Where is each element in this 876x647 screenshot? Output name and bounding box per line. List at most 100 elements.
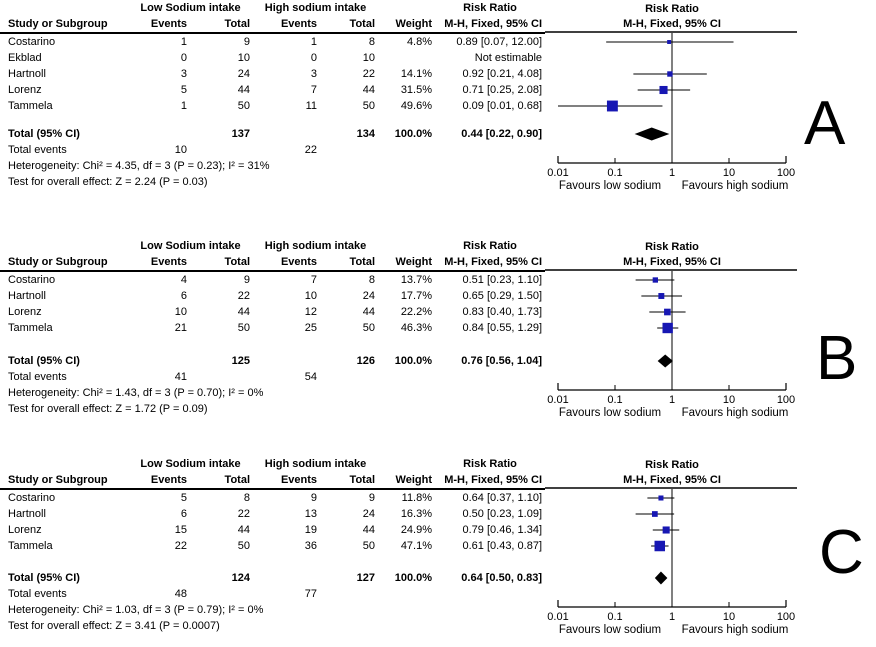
plot-subtitle: M-H, Fixed, 95% CI [623, 256, 721, 268]
overall-effect-row: Test for overall effect: Z = 1.72 (P = 0… [0, 401, 545, 417]
axis-tick-label: 100 [777, 611, 795, 623]
weight-cell: 4.8% [406, 36, 433, 48]
total-events-row: Total events 41 54 [0, 369, 545, 385]
total-high-cell: 44 [362, 306, 376, 318]
plot-title: Risk Ratio [645, 459, 699, 471]
axis-tick-label: 1 [669, 611, 675, 623]
favours-left-label: Favours low sodium [559, 624, 661, 636]
blank-cell [378, 142, 435, 158]
overall-effect-text: Test for overall effect: Z = 1.72 (P = 0… [8, 403, 208, 415]
events-low-cell: 5 [180, 492, 187, 504]
header-events-low: Events [128, 254, 190, 272]
header-group-high: High sodium intake [264, 2, 367, 14]
total-low-cell: 124 [231, 572, 251, 584]
spacer-row [0, 114, 545, 126]
events-high-cell: 13 [304, 508, 318, 520]
risk-ratio-cell: 0.64 [0.37, 1.10] [462, 492, 543, 504]
total-low-cell: 10 [237, 52, 251, 64]
total-row: Total (95% CI) 124 127 100.0% 0.64 [0.50… [0, 570, 545, 586]
total-high-cell: 127 [356, 572, 376, 584]
heterogeneity-row: Heterogeneity: Chi² = 4.35, df = 3 (P = … [0, 158, 545, 174]
header-blank [0, 456, 128, 472]
study-rows: Costarino 4 9 7 8 13.7% 0.51 [0.23, 1.10] Hartn… [0, 271, 545, 336]
total-high-cell: 50 [362, 322, 376, 334]
blank-cell [128, 126, 190, 142]
axis-tick-label: 0.01 [547, 394, 568, 406]
header-blank [378, 238, 435, 254]
effect-marker [658, 495, 664, 501]
effect-marker [662, 526, 670, 534]
axis-tick-label: 0.1 [607, 394, 622, 406]
events-low-cell: 0 [180, 52, 187, 64]
header-weight: Weight [378, 254, 436, 272]
total-events-label-cell: Total events [8, 588, 67, 600]
blank-cell [190, 369, 253, 385]
spacer-row [0, 554, 545, 570]
weight-cell: 46.3% [400, 322, 433, 334]
effect-marker [662, 322, 673, 334]
events-low-cell: 21 [174, 322, 187, 334]
total-high-cell: 9 [368, 492, 376, 504]
blank-cell [378, 369, 435, 385]
total-low-cell: 125 [231, 355, 251, 367]
events-low-cell: 6 [180, 290, 187, 302]
study-rows: Costarino 1 9 1 8 4.8% 0.89 [0.07, 12.00] Ekbla… [0, 33, 545, 114]
axis-tick-label: 1 [669, 394, 675, 406]
risk-ratio-cell: Not estimable [474, 52, 543, 64]
header-group-high: High sodium intake [264, 240, 367, 252]
total-high-cell: 134 [356, 128, 376, 140]
blank-cell [320, 142, 378, 158]
header-study: Study or Subgroup [0, 472, 128, 490]
effect-marker [658, 293, 665, 299]
total-rr-cell: 0.64 [0.50, 0.83] [461, 572, 543, 584]
total-low-cell: 137 [231, 128, 251, 140]
total-low-cell: 44 [237, 524, 251, 536]
header-total-low: Total [190, 472, 254, 490]
axis-tick-label: 0.1 [607, 611, 622, 623]
favours-left-label: Favours low sodium [559, 407, 661, 419]
study-row: Tammela 1 50 11 50 49.6% 0.09 [0.01, 0.68] [0, 98, 545, 114]
header-events-low: Events [128, 472, 190, 490]
total-row: Total (95% CI) 137 134 100.0% 0.44 [0.22… [0, 126, 545, 142]
total-weight-cell: 100.0% [394, 128, 433, 140]
table-header: Low Sodium intake High sodium intake Ris… [0, 0, 546, 34]
events-low-cell: 22 [174, 540, 187, 552]
study-name-cell: Tammela [8, 322, 53, 334]
plot-title: Risk Ratio [645, 3, 699, 15]
total-row: Total (95% CI) 125 126 100.0% 0.76 [0.56… [0, 353, 545, 369]
blank-cell [320, 369, 378, 385]
header-group-low: Low Sodium intake [140, 458, 241, 470]
blank-cell [253, 353, 320, 369]
study-row: Lorenz 15 44 19 44 24.9% 0.79 [0.46, 1.34] [0, 522, 545, 538]
header-total-high: Total [320, 254, 379, 272]
header-events-high: Events [253, 254, 321, 272]
panel-letter-c: C [819, 518, 864, 587]
plot-subtitle: M-H, Fixed, 95% CI [623, 474, 721, 486]
events-high-cell: 36 [304, 540, 318, 552]
weight-cell: 24.9% [400, 524, 433, 536]
total-events-low-cell: 10 [174, 144, 187, 156]
study-name-cell: Costarino [8, 36, 56, 48]
weight-cell: 31.5% [400, 84, 433, 96]
overall-effect-row: Test for overall effect: Z = 3.41 (P = 0… [0, 618, 545, 634]
events-high-cell: 3 [310, 68, 318, 80]
total-low-cell: 24 [237, 68, 251, 80]
blank-cell [128, 353, 190, 369]
total-events-high-cell: 22 [304, 144, 318, 156]
events-high-cell: 0 [310, 52, 318, 64]
study-row: Costarino 1 9 1 8 4.8% 0.89 [0.07, 12.00] [0, 33, 545, 50]
forest-plot: Risk Ratio M-H, Fixed, 95% CI 0.01 0.1 1 10 10… [545, 3, 797, 192]
total-events-label-cell: Total events [8, 144, 67, 156]
study-name-cell: Lorenz [8, 524, 42, 536]
total-low-cell: 9 [243, 36, 251, 48]
forest-plot: Risk Ratio M-H, Fixed, 95% CI 0.01 0.1 1 10 10… [545, 241, 797, 419]
blank-cell [190, 586, 253, 602]
study-name-cell: Hartnoll [8, 290, 46, 302]
overall-effect-row: Test for overall effect: Z = 2.24 (P = 0… [0, 174, 545, 190]
weight-cell: 11.8% [401, 492, 433, 504]
total-low-cell: 8 [243, 492, 251, 504]
risk-ratio-cell: 0.65 [0.29, 1.50] [462, 290, 543, 302]
study-name-cell: Lorenz [8, 84, 42, 96]
header-blank [378, 0, 435, 16]
